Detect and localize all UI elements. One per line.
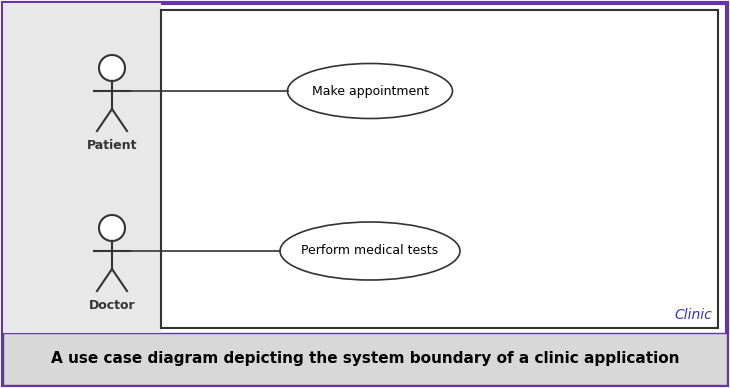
- Ellipse shape: [280, 222, 460, 280]
- Text: A use case diagram depicting the system boundary of a clinic application: A use case diagram depicting the system …: [51, 352, 679, 367]
- Text: Clinic: Clinic: [675, 308, 712, 322]
- Text: Doctor: Doctor: [88, 299, 135, 312]
- Text: Make appointment: Make appointment: [312, 85, 429, 97]
- Circle shape: [99, 215, 125, 241]
- Bar: [3, 3, 161, 333]
- Text: Patient: Patient: [87, 139, 137, 152]
- Text: Perform medical tests: Perform medical tests: [301, 244, 439, 258]
- Bar: [161, 10, 718, 328]
- Ellipse shape: [288, 64, 453, 118]
- Bar: [3, 333, 727, 385]
- Circle shape: [99, 55, 125, 81]
